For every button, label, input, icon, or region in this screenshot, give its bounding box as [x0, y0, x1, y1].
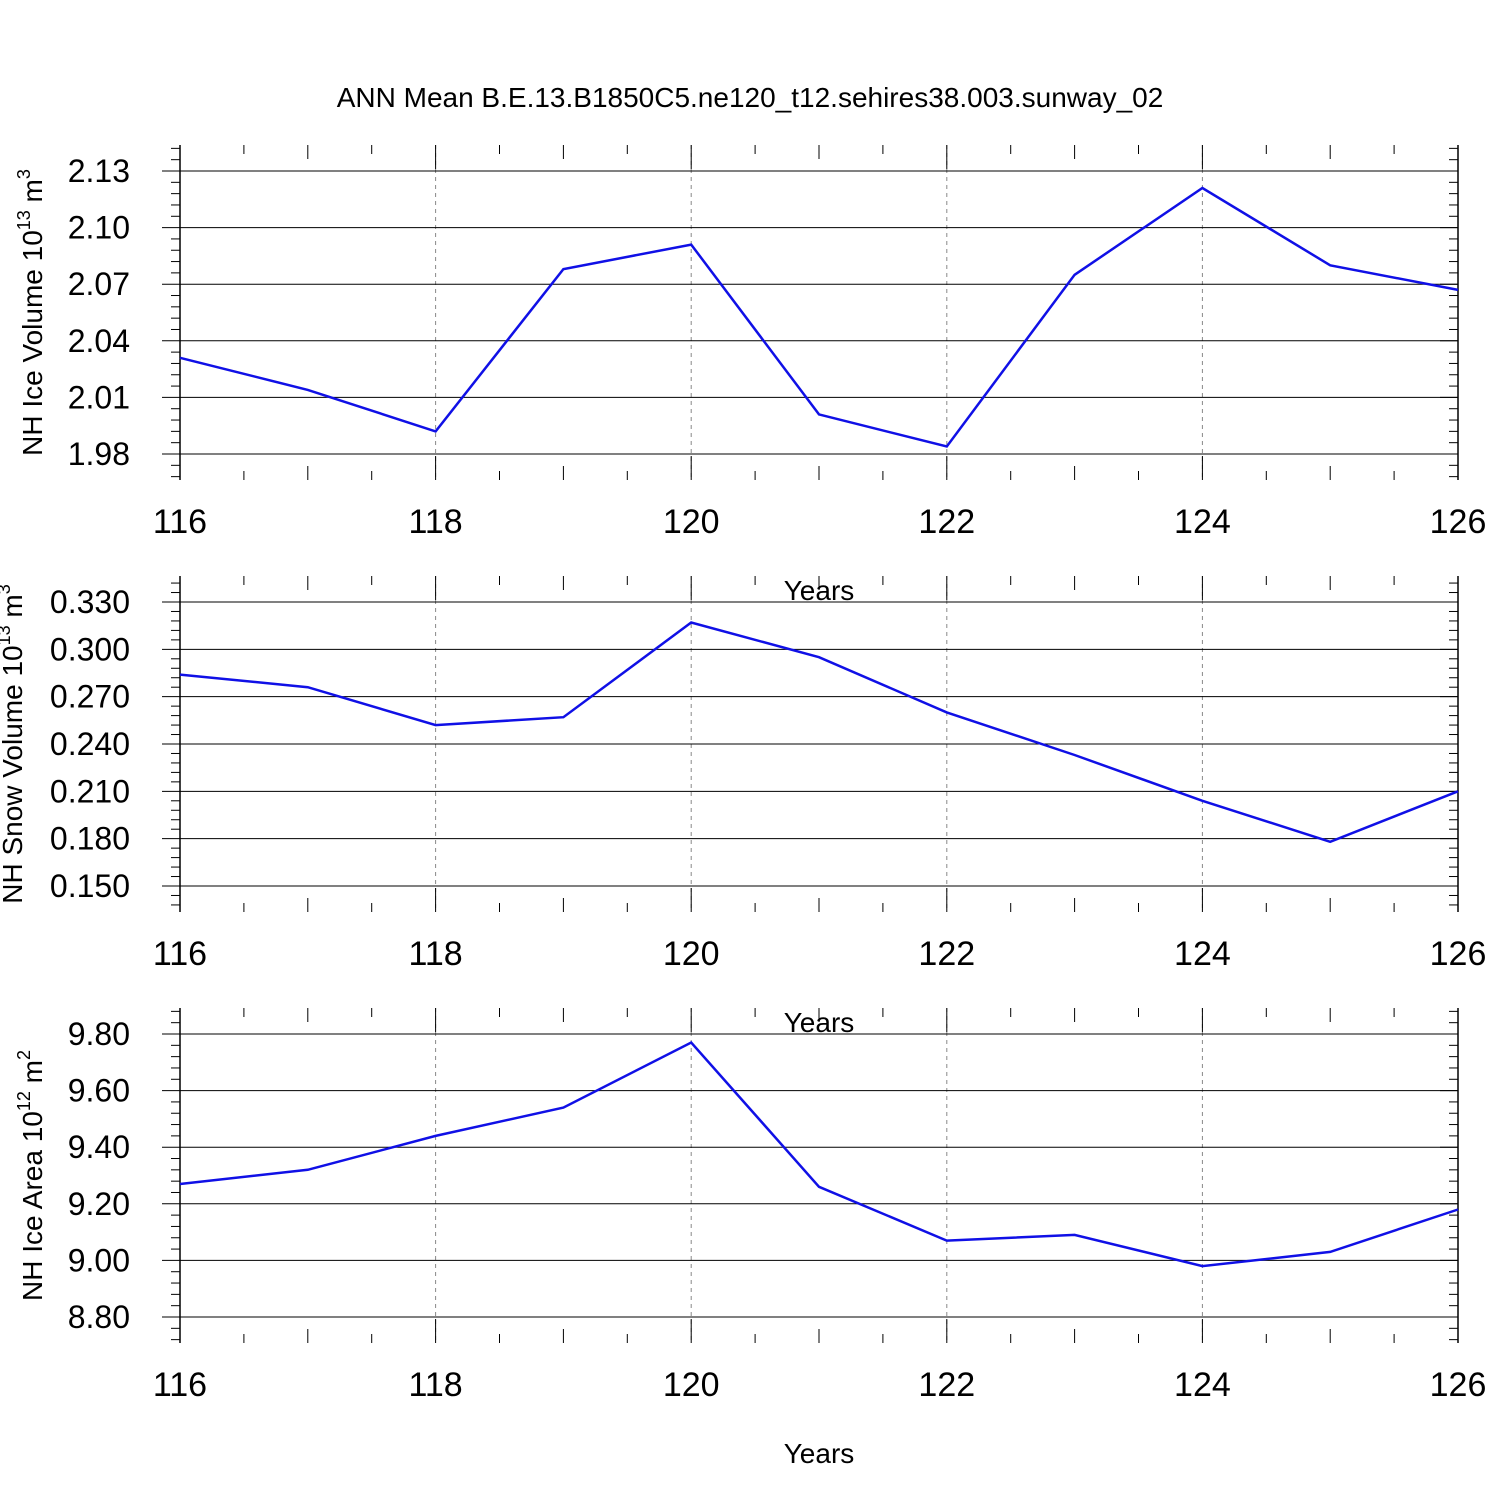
y-tick-label: 0.330 — [50, 584, 130, 620]
series-line — [179, 186, 1459, 448]
y-tick-label: 0.210 — [50, 773, 130, 809]
y-tick-label: 2.01 — [68, 379, 130, 415]
y-tick-label: 9.60 — [68, 1073, 130, 1109]
y-tick-label: 2.13 — [68, 153, 130, 189]
x-tick-label: 116 — [153, 1366, 207, 1404]
y-tick-label: 0.180 — [50, 821, 130, 857]
y-tick-label: 0.270 — [50, 679, 130, 715]
x-tick-label: 124 — [1174, 935, 1231, 973]
x-tick-label: 126 — [1430, 503, 1487, 541]
y-axis-label: NH Ice Area 1012 m2 — [14, 1050, 48, 1301]
y-tick-label: 9.40 — [68, 1129, 130, 1165]
y-tick-label: 0.240 — [50, 726, 130, 762]
x-tick-label: 116 — [153, 503, 207, 541]
panel-2: 0.150 0.180 0.210 0.240 0.270 0.300 0.330 116 11… — [0, 576, 1486, 1038]
series-line — [179, 621, 1459, 844]
x-tick-label: 122 — [918, 1366, 975, 1404]
chart-title: ANN Mean B.E.13.B1850C5.ne120_t12.sehire… — [336, 82, 1164, 113]
y-tick-label: 0.300 — [50, 631, 130, 667]
x-axis-label: Years — [784, 1438, 855, 1469]
y-tick-label: 9.80 — [68, 1016, 130, 1052]
x-tick-label: 126 — [1430, 1366, 1487, 1404]
y-axis-label: NH Ice Volume 1013 m3 — [14, 169, 48, 456]
y-tick-label: 2.10 — [68, 210, 130, 246]
panel-3: 8.80 9.00 9.20 9.40 9.60 9.80 116 118 120 122 124 1… — [14, 1008, 1486, 1469]
y-tick-label: 2.07 — [68, 266, 130, 302]
x-tick-label: 122 — [918, 503, 975, 541]
x-tick-label: 118 — [408, 935, 462, 973]
x-tick-label: 120 — [663, 503, 720, 541]
panel-1: 1.98 2.01 2.04 2.07 2.10 2.13 116 118 120 122 124 1… — [14, 145, 1486, 606]
x-tick-label: 124 — [1174, 1366, 1231, 1404]
x-tick-label: 116 — [153, 935, 207, 973]
y-tick-label: 0.150 — [50, 868, 130, 904]
y-axis-label: NH Snow Volume 1013 m3 — [0, 584, 28, 904]
x-tick-label: 126 — [1430, 935, 1487, 973]
y-tick-label: 2.04 — [68, 323, 130, 359]
x-tick-label: 118 — [408, 503, 462, 541]
y-tick-label: 9.00 — [68, 1242, 130, 1278]
y-tick-label: 8.80 — [68, 1299, 130, 1335]
x-tick-label: 122 — [918, 935, 975, 973]
x-tick-label: 124 — [1174, 503, 1231, 541]
y-tick-label: 9.20 — [68, 1186, 130, 1222]
y-tick-label: 1.98 — [68, 436, 130, 472]
x-tick-label: 118 — [408, 1366, 462, 1404]
x-tick-label: 120 — [663, 1366, 720, 1404]
x-tick-label: 120 — [663, 935, 720, 973]
series-line — [179, 1040, 1459, 1268]
